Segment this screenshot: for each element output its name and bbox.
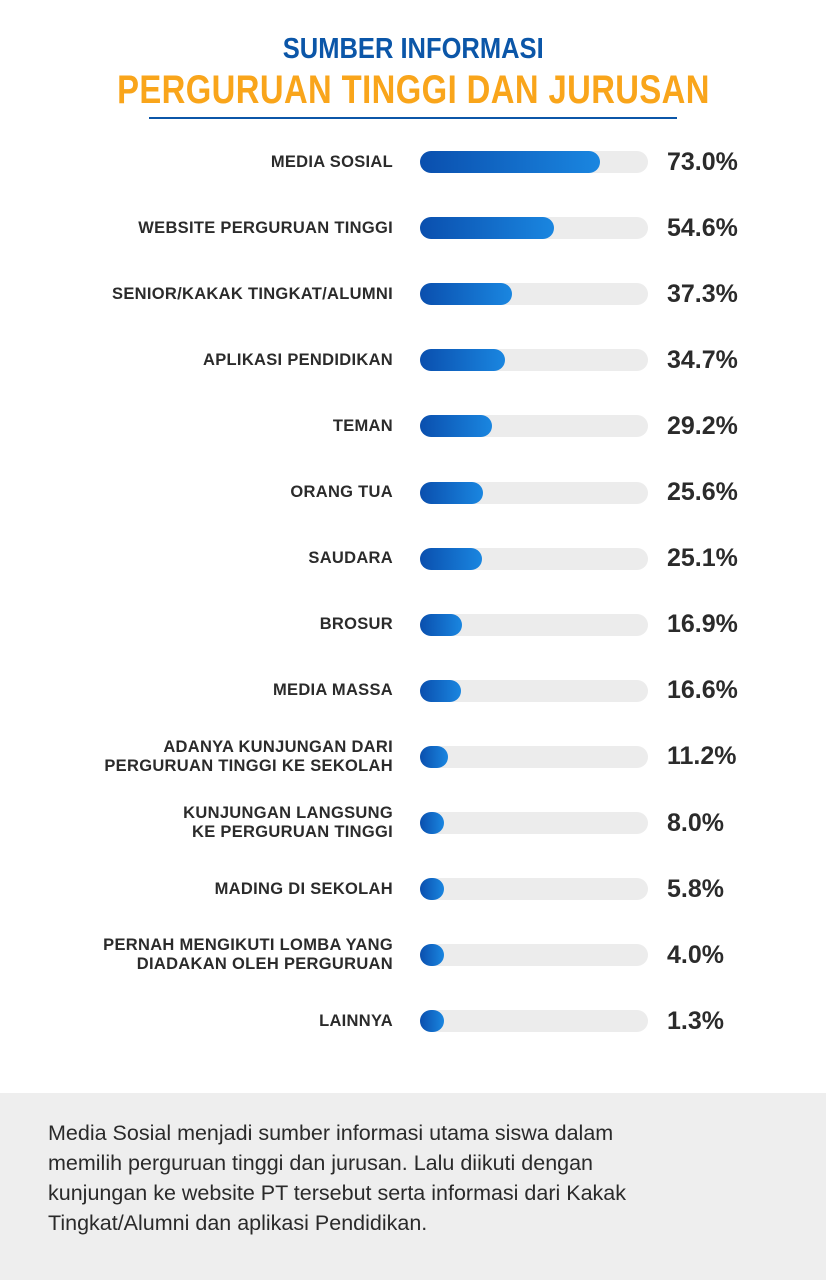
value-label: 1.3%	[667, 1006, 724, 1035]
bar	[420, 613, 462, 636]
summary-line: kunjungan ke website PT tersebut serta i…	[48, 1181, 627, 1205]
bar-track	[420, 547, 648, 570]
value-label: 25.1%	[667, 544, 738, 573]
bar-row: PERNAH MENGIKUTI LOMBA YANG DIADAKAN OLE…	[0, 930, 826, 980]
bar-track	[420, 944, 648, 967]
category-label: LAINNYA	[319, 1011, 393, 1030]
bar-track	[420, 151, 648, 173]
summary-line: memilih perguruan tinggi dan jurusan. La…	[48, 1151, 594, 1175]
bar-track	[420, 812, 648, 834]
bar	[420, 944, 444, 967]
bar-track	[420, 415, 648, 438]
bar-chart: MEDIA SOSIAL 73.0% WEBSITE PERGURUAN TINGG…	[0, 137, 826, 1046]
category-label: MEDIA SOSIAL	[270, 152, 393, 171]
bar	[420, 415, 492, 438]
bar	[420, 283, 512, 306]
summary-line: Media Sosial menjadi sumber informasi ut…	[48, 1121, 614, 1145]
bar	[420, 679, 461, 702]
value-label: 8.0%	[667, 808, 724, 837]
bar-track	[420, 679, 648, 702]
value-label: 16.6%	[667, 676, 738, 705]
bar-row: WEBSITE PERGURUAN TINGGI 54.6%	[0, 203, 826, 253]
title-divider	[149, 117, 677, 119]
category-label: WEBSITE PERGURUAN TINGGI	[138, 218, 393, 237]
chart-title-line1: SUMBER INFORMASI	[0, 33, 826, 66]
value-label: 16.9%	[667, 610, 738, 639]
bar-row: SAUDARA 25.1%	[0, 534, 826, 584]
bar-row: ADANYA KUNJUNGAN DARI PERGURUAN TINGGI K…	[0, 732, 826, 782]
bar	[420, 151, 600, 173]
bar-row: LAINNYA 1.3%	[0, 996, 826, 1046]
bar-track	[420, 283, 648, 306]
category-label: MEDIA MASSA	[272, 681, 393, 700]
category-label: ADANYA KUNJUNGAN DARI PERGURUAN TINGGI K…	[104, 737, 393, 775]
category-label: TEMAN	[332, 416, 393, 435]
bar-row: MADING DI SEKOLAH 5.8%	[0, 864, 826, 914]
category-label: MADING DI SEKOLAH	[214, 879, 393, 898]
category-label: SAUDARA	[308, 549, 393, 568]
value-label: 29.2%	[667, 411, 738, 440]
category-label: SENIOR/KAKAK TINGKAT/ALUMNI	[112, 284, 393, 303]
category-label: BROSUR	[319, 615, 393, 634]
bar-row: TEMAN 29.2%	[0, 401, 826, 451]
value-label: 34.7%	[667, 345, 738, 374]
bar	[420, 217, 555, 240]
bar-track	[420, 481, 648, 504]
summary-box: Media Sosial menjadi sumber informasi ut…	[0, 1093, 826, 1280]
value-label: 4.0%	[667, 940, 724, 969]
value-label: 54.6%	[667, 213, 738, 242]
bar-track	[420, 613, 648, 636]
chart-title-line2: PERGURUAN TINGGI DAN JURUSAN	[0, 68, 826, 113]
bar-track	[420, 878, 648, 901]
bar	[420, 745, 448, 768]
bar-row: SENIOR/KAKAK TINGKAT/ALUMNI 37.3%	[0, 269, 826, 319]
category-label: APLIKASI PENDIDIKAN	[203, 350, 393, 369]
category-label: PERNAH MENGIKUTI LOMBA YANG DIADAKAN OLE…	[103, 936, 393, 974]
bar	[420, 812, 444, 834]
bar-track	[420, 745, 648, 768]
bar-row: KUNJUNGAN LANGSUNG KE PERGURUAN TINGGI 8.…	[0, 798, 826, 848]
bar-track	[420, 349, 648, 372]
title-line2-text: PERGURUAN TINGGI DAN JURUSAN	[116, 68, 710, 112]
bar-track	[420, 1010, 648, 1033]
bar	[420, 349, 506, 372]
title-line1-text: SUMBER INFORMASI	[282, 33, 544, 65]
bar	[420, 1010, 444, 1033]
summary-line: Tingkat/Alumni dan aplikasi Pendidikan.	[48, 1211, 428, 1235]
value-label: 5.8%	[667, 874, 724, 903]
value-label: 73.0%	[667, 147, 738, 176]
summary-text: Media Sosial menjadi sumber informasi ut…	[48, 1118, 626, 1238]
bar-row: ORANG TUA 25.6%	[0, 468, 826, 518]
bar-row: APLIKASI PENDIDIKAN 34.7%	[0, 335, 826, 385]
category-label: ORANG TUA	[290, 483, 393, 501]
bar	[420, 547, 482, 570]
value-label: 37.3%	[667, 279, 738, 308]
category-label: KUNJUNGAN LANGSUNG KE PERGURUAN TINGGI	[183, 804, 393, 841]
bar-row: MEDIA MASSA 16.6%	[0, 666, 826, 716]
bar	[420, 878, 444, 901]
value-label: 11.2%	[667, 742, 737, 771]
bar-row: MEDIA SOSIAL 73.0%	[0, 137, 826, 187]
bar	[420, 481, 484, 504]
value-label: 25.6%	[667, 478, 738, 506]
bar-track	[420, 217, 648, 240]
bar-row: BROSUR 16.9%	[0, 600, 826, 650]
